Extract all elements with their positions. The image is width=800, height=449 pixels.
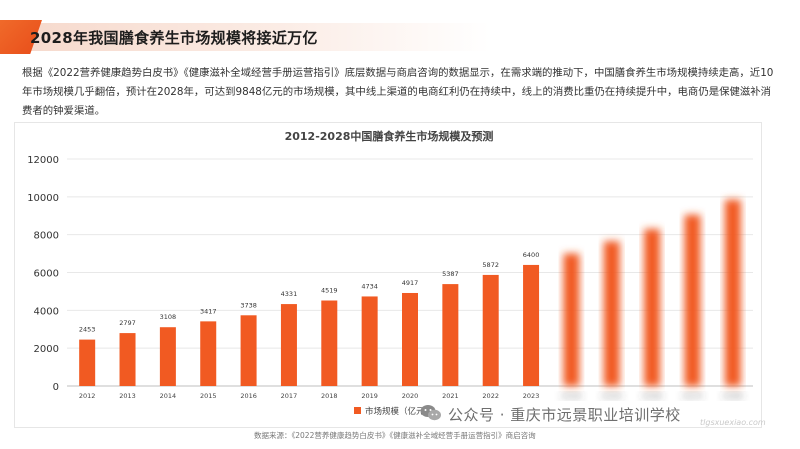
bar [603, 241, 620, 386]
x-tick-label: 2013 [119, 392, 136, 400]
x-tick-label: 2014 [160, 392, 177, 400]
bar [402, 292, 418, 386]
x-tick-label: 2012 [79, 392, 96, 400]
bar [563, 253, 580, 386]
y-tick-label: 0 [53, 382, 59, 393]
y-tick-label: 2000 [34, 344, 59, 355]
x-tick-label: 2016 [240, 392, 257, 400]
legend-swatch [354, 407, 361, 414]
x-tick-label: 2024E [561, 392, 582, 400]
bar-value-label: 6400 [523, 251, 540, 259]
x-tick-label: 2027E [682, 392, 703, 400]
bar [724, 199, 741, 386]
x-tick-label: 2019 [361, 392, 378, 400]
data-source-note: 数据来源：《2022营养健康趋势白皮书》《健康滋补全域经营手册运营指引》商启咨询 [254, 431, 536, 440]
bar [119, 333, 136, 386]
bar-value-label: 2453 [79, 326, 96, 334]
x-tick-label: 2015 [200, 392, 217, 400]
x-tick-label: 2021 [442, 392, 459, 400]
section-header: 2028年我国膳食养生市场规模将接近万亿 [0, 20, 520, 54]
y-tick-label: 6000 [34, 269, 59, 280]
x-tick-label: 2018 [321, 392, 338, 400]
bar-value-label: 3108 [160, 313, 177, 321]
y-tick-label: 8000 [34, 231, 59, 242]
bar-value-label: 3738 [240, 301, 257, 309]
wechat-icon [420, 405, 441, 421]
bar [200, 321, 217, 386]
bar [482, 274, 499, 386]
bar [442, 284, 459, 386]
bar-value-label: 5872 [482, 261, 499, 269]
y-tick-label: 4000 [34, 306, 59, 317]
chart-title: 2012-2028中国膳食养生市场规模及预测 [285, 129, 494, 143]
bar [684, 214, 701, 386]
bar [240, 315, 257, 386]
intro-paragraph: 根据《2022营养健康趋势白皮书》《健康滋补全域经营手册运营指引》底层数据与商启… [22, 67, 774, 117]
bar-value-label: 3417 [200, 307, 217, 315]
x-tick-label: 2017 [281, 392, 298, 400]
bar-value-label: 4331 [281, 290, 298, 298]
bar [523, 264, 540, 386]
bar [321, 300, 338, 386]
bar-value-label: 5387 [442, 270, 459, 278]
bar-value-label: 4519 [321, 287, 338, 295]
watermark-text: 公众号 · 重庆市远景职业培训学校 [448, 406, 681, 424]
bar-value-label: 2797 [119, 319, 136, 327]
market-size-bar-chart: 2012-2028中国膳食养生市场规模及预测 0 2000 4000 6000 8000 1… [27, 129, 753, 417]
x-tick-label: 2022 [482, 392, 499, 400]
bar-value-label: 4917 [402, 279, 419, 287]
bar [644, 228, 661, 386]
page-title: 2028年我国膳食养生市场规模将接近万亿 [30, 29, 318, 47]
x-tick-label: 2026E [642, 392, 663, 400]
header-banner [20, 23, 490, 51]
watermark-site: tlgsxuexiao.com [700, 418, 766, 427]
x-tick-label: 2023 [523, 392, 540, 400]
bar [79, 339, 96, 386]
x-tick-label: 2020 [402, 392, 419, 400]
y-tick-label: 12000 [27, 155, 59, 166]
bar-value-label: 4734 [361, 282, 378, 290]
legend-label: 市场规模（亿元） [365, 406, 433, 417]
chart-card: 2012-2028中国膳食养生市场规模及预测 0 2000 4000 6000 8000 1… [14, 122, 762, 428]
x-tick-label: 2025E [601, 392, 622, 400]
x-tick-label: 2028E [722, 392, 743, 400]
bar [159, 327, 176, 386]
bar [361, 296, 378, 386]
y-tick-label: 10000 [27, 193, 59, 204]
bar [280, 304, 297, 386]
